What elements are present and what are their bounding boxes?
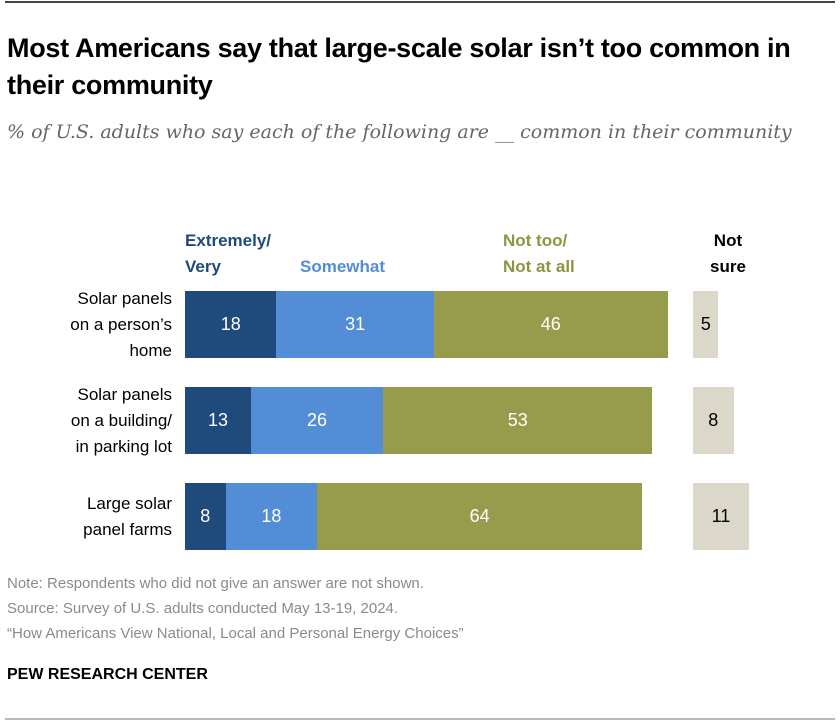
chart-subtitle: % of U.S. adults who say each of the fol… bbox=[7, 121, 792, 143]
row-label: Large solar panel farms bbox=[2, 491, 172, 543]
legend-not-too-line: Not too/ bbox=[503, 231, 568, 250]
legend-somewhat-line: Somewhat bbox=[300, 257, 386, 276]
bar-segment-not-too: 53 bbox=[383, 387, 653, 454]
note-text: Note: Respondents who did not give an an… bbox=[7, 575, 424, 592]
legend-not-too: Not too/Not at all bbox=[503, 228, 575, 280]
top-rule bbox=[5, 1, 835, 3]
brand-logo-text: PEW RESEARCH CENTER bbox=[7, 666, 208, 683]
legend-somewhat: Somewhat bbox=[300, 254, 385, 280]
row-label: Solar panels on a building/in parking lot bbox=[2, 382, 172, 460]
bar-segment-extremely-very: 8 bbox=[185, 483, 226, 550]
bar-segment-not-too: 64 bbox=[317, 483, 643, 550]
bar-segment-extremely-very: 13 bbox=[185, 387, 252, 454]
bar-segment-somewhat: 26 bbox=[251, 387, 384, 454]
row-label-line: panel farms bbox=[83, 519, 172, 539]
legend-extremely-very-line: Very bbox=[185, 257, 221, 276]
row-label-line: Solar panels bbox=[77, 384, 172, 404]
row-label-line: in parking lot bbox=[75, 436, 172, 456]
legend-extremely-very: Extremely/Very bbox=[185, 228, 271, 280]
row-label-line: home bbox=[129, 340, 172, 360]
bar-segment-extremely-very: 18 bbox=[185, 291, 277, 358]
legend-not-sure-line: Not bbox=[713, 231, 743, 250]
source-text: Source: Survey of U.S. adults conducted … bbox=[7, 600, 399, 617]
row-label-line: on a building/ bbox=[70, 410, 172, 430]
row-label: Solar panels on a person’s home bbox=[2, 286, 172, 364]
chart-title: Most Americans say that large-scale sola… bbox=[7, 33, 791, 100]
report-title: “How Americans View National, Local and … bbox=[7, 625, 464, 642]
bottom-rule bbox=[5, 718, 835, 720]
legend-not-sure-line: sure bbox=[710, 257, 746, 276]
bar-segment-somewhat: 18 bbox=[225, 483, 318, 550]
bar-segment-not-too: 46 bbox=[433, 291, 668, 358]
bar-segment-somewhat: 31 bbox=[276, 291, 434, 358]
bar-not-sure: 11 bbox=[693, 483, 749, 550]
bar-not-sure: 8 bbox=[693, 387, 734, 454]
bar-not-sure: 5 bbox=[693, 291, 719, 358]
row-label-line: Solar panels bbox=[77, 288, 172, 308]
legend-not-too-line: Not at all bbox=[503, 257, 575, 276]
row-label-line: Large solar bbox=[86, 493, 172, 513]
row-label-line: on a person’s bbox=[70, 314, 172, 334]
legend-not-sure: Not sure bbox=[710, 228, 746, 280]
legend-extremely-very-line: Extremely/ bbox=[185, 231, 271, 250]
